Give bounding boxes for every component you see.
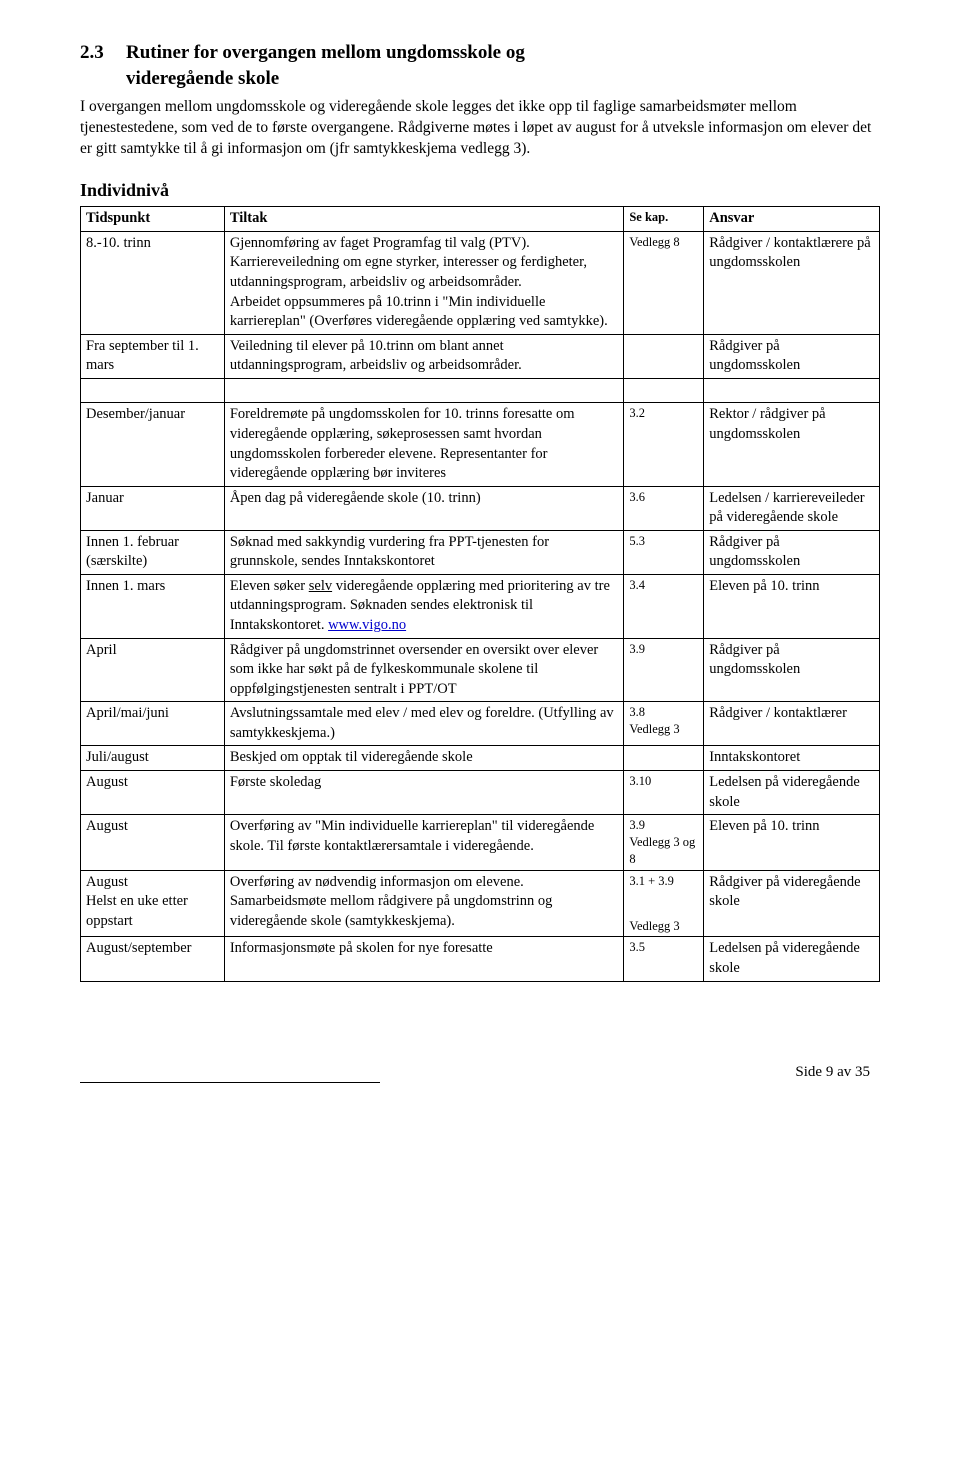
cell-tidspunkt: 8.-10. trinn <box>81 231 225 334</box>
cell-ansvar: Rådgiver på ungdomsskolen <box>704 638 880 702</box>
cell-tidspunkt: August <box>81 770 225 814</box>
cell-sekap: 3.5 <box>624 937 704 981</box>
cell-tiltak: Foreldremøte på ungdomsskolen for 10. tr… <box>224 403 624 486</box>
table-row: 8.-10. trinnGjennomføring av faget Progr… <box>81 231 880 334</box>
table-row: AugustFørste skoledag3.10Ledelsen på vid… <box>81 770 880 814</box>
cell-sekap: 3.10 <box>624 770 704 814</box>
cell-tiltak: Rådgiver på ungdomstrinnet oversender en… <box>224 638 624 702</box>
cell-ansvar: Ledelsen / karriereveileder på videregåe… <box>704 486 880 530</box>
cell-ansvar: Rådgiver / kontaktlærere på ungdomsskole… <box>704 231 880 334</box>
cell-tidspunkt: Desember/januar <box>81 403 225 486</box>
cell-tidspunkt: April <box>81 638 225 702</box>
footer: Side 9 av 35 <box>80 1022 880 1083</box>
cell-tidspunkt: Innen 1. mars <box>81 574 225 638</box>
subheading-individniva: Individnivå <box>80 178 880 202</box>
table-row: August/septemberInformasjonsmøte på skol… <box>81 937 880 981</box>
footer-rule <box>80 1082 380 1083</box>
cell-tiltak: Informasjonsmøte på skolen for nye fores… <box>224 937 624 981</box>
cell-tiltak: Eleven søker selv videregående opplæring… <box>224 574 624 638</box>
cell-tidspunkt: Fra september til 1. mars <box>81 334 225 378</box>
table-row: Desember/januarForeldremøte på ungdomssk… <box>81 403 880 486</box>
cell-sekap: 3.4 <box>624 574 704 638</box>
cell-tidspunkt: Januar <box>81 486 225 530</box>
cell-ansvar: Rådgiver på ungdomsskolen <box>704 334 880 378</box>
cell-ansvar: Ledelsen på videregående skole <box>704 937 880 981</box>
cell-sekap: 5.3 <box>624 530 704 574</box>
cell-tiltak: Overføring av "Min individuelle karriere… <box>224 815 624 871</box>
cell-tiltak: Overføring av nødvendig informasjon om e… <box>224 870 624 937</box>
intro-paragraph: I overgangen mellom ungdomsskole og vide… <box>80 97 880 160</box>
cell-sekap: 3.6 <box>624 486 704 530</box>
th-tiltak: Tiltak <box>224 207 624 232</box>
section-title-l2: videregående skole <box>80 66 880 92</box>
table-row: Innen 1. marsEleven søker selv videregåe… <box>81 574 880 638</box>
table-row: AugustOverføring av "Min individuelle ka… <box>81 815 880 871</box>
cell-tiltak: Åpen dag på videregående skole (10. trin… <box>224 486 624 530</box>
section-heading: 2.3Rutiner for overgangen mellom ungdoms… <box>80 40 880 91</box>
cell-sekap <box>624 334 704 378</box>
cell-tidspunkt: Innen 1. februar (særskilte) <box>81 530 225 574</box>
table-row: Fra september til 1. marsVeiledning til … <box>81 334 880 378</box>
cell-tiltak: Første skoledag <box>224 770 624 814</box>
cell-ansvar: Eleven på 10. trinn <box>704 815 880 871</box>
th-sekap: Se kap. <box>624 207 704 232</box>
section-number: 2.3 <box>80 40 126 66</box>
cell-sekap: 3.9Vedlegg 3 og 8 <box>624 815 704 871</box>
cell-tiltak: Avslutningssamtale med elev / med elev o… <box>224 702 624 746</box>
cell-tiltak: Veiledning til elever på 10.trinn om bla… <box>224 334 624 378</box>
cell-tidspunkt: Juli/august <box>81 746 225 771</box>
table-row: Innen 1. februar (særskilte)Søknad med s… <box>81 530 880 574</box>
link-vigo[interactable]: www.vigo.no <box>328 617 406 633</box>
table-row: AprilRådgiver på ungdomstrinnet oversend… <box>81 638 880 702</box>
cell-ansvar: Ledelsen på videregående skole <box>704 770 880 814</box>
cell-ansvar: Rådgiver på videregående skole <box>704 870 880 937</box>
cell-ansvar: Rådgiver / kontaktlærer <box>704 702 880 746</box>
cell-tidspunkt: August/september <box>81 937 225 981</box>
cell-ansvar: Rektor / rådgiver på ungdomsskolen <box>704 403 880 486</box>
table-header-row: Tidspunkt Tiltak Se kap. Ansvar <box>81 207 880 232</box>
table-row: JanuarÅpen dag på videregående skole (10… <box>81 486 880 530</box>
th-ansvar: Ansvar <box>704 207 880 232</box>
cell-sekap: Vedlegg 8 <box>624 231 704 334</box>
table-spacer-row <box>81 378 880 403</box>
cell-tiltak: Søknad med sakkyndig vurdering fra PPT-t… <box>224 530 624 574</box>
table-row: Juli/augustBeskjed om opptak til videreg… <box>81 746 880 771</box>
cell-tidspunkt: AugustHelst en uke etter oppstart <box>81 870 225 937</box>
cell-sekap: 3.8Vedlegg 3 <box>624 702 704 746</box>
cell-sekap: 3.1 + 3.9Vedlegg 3 <box>624 870 704 937</box>
cell-sekap: 3.9 <box>624 638 704 702</box>
cell-sekap <box>624 746 704 771</box>
table-row: April/mai/juniAvslutningssamtale med ele… <box>81 702 880 746</box>
cell-ansvar: Eleven på 10. trinn <box>704 574 880 638</box>
th-tidspunkt: Tidspunkt <box>81 207 225 232</box>
cell-sekap: 3.2 <box>624 403 704 486</box>
cell-tidspunkt: April/mai/juni <box>81 702 225 746</box>
cell-tiltak: Gjennomføring av faget Programfag til va… <box>224 231 624 334</box>
cell-ansvar: Inntakskontoret <box>704 746 880 771</box>
table-row: AugustHelst en uke etter oppstartOverfør… <box>81 870 880 937</box>
cell-ansvar: Rådgiver på ungdomsskolen <box>704 530 880 574</box>
page-number: Side 9 av 35 <box>795 1062 880 1082</box>
cell-tiltak: Beskjed om opptak til videregående skole <box>224 746 624 771</box>
cell-tidspunkt: August <box>81 815 225 871</box>
rutiner-table: Tidspunkt Tiltak Se kap. Ansvar 8.-10. t… <box>80 206 880 981</box>
section-title-l1: Rutiner for overgangen mellom ungdomssko… <box>126 42 525 63</box>
